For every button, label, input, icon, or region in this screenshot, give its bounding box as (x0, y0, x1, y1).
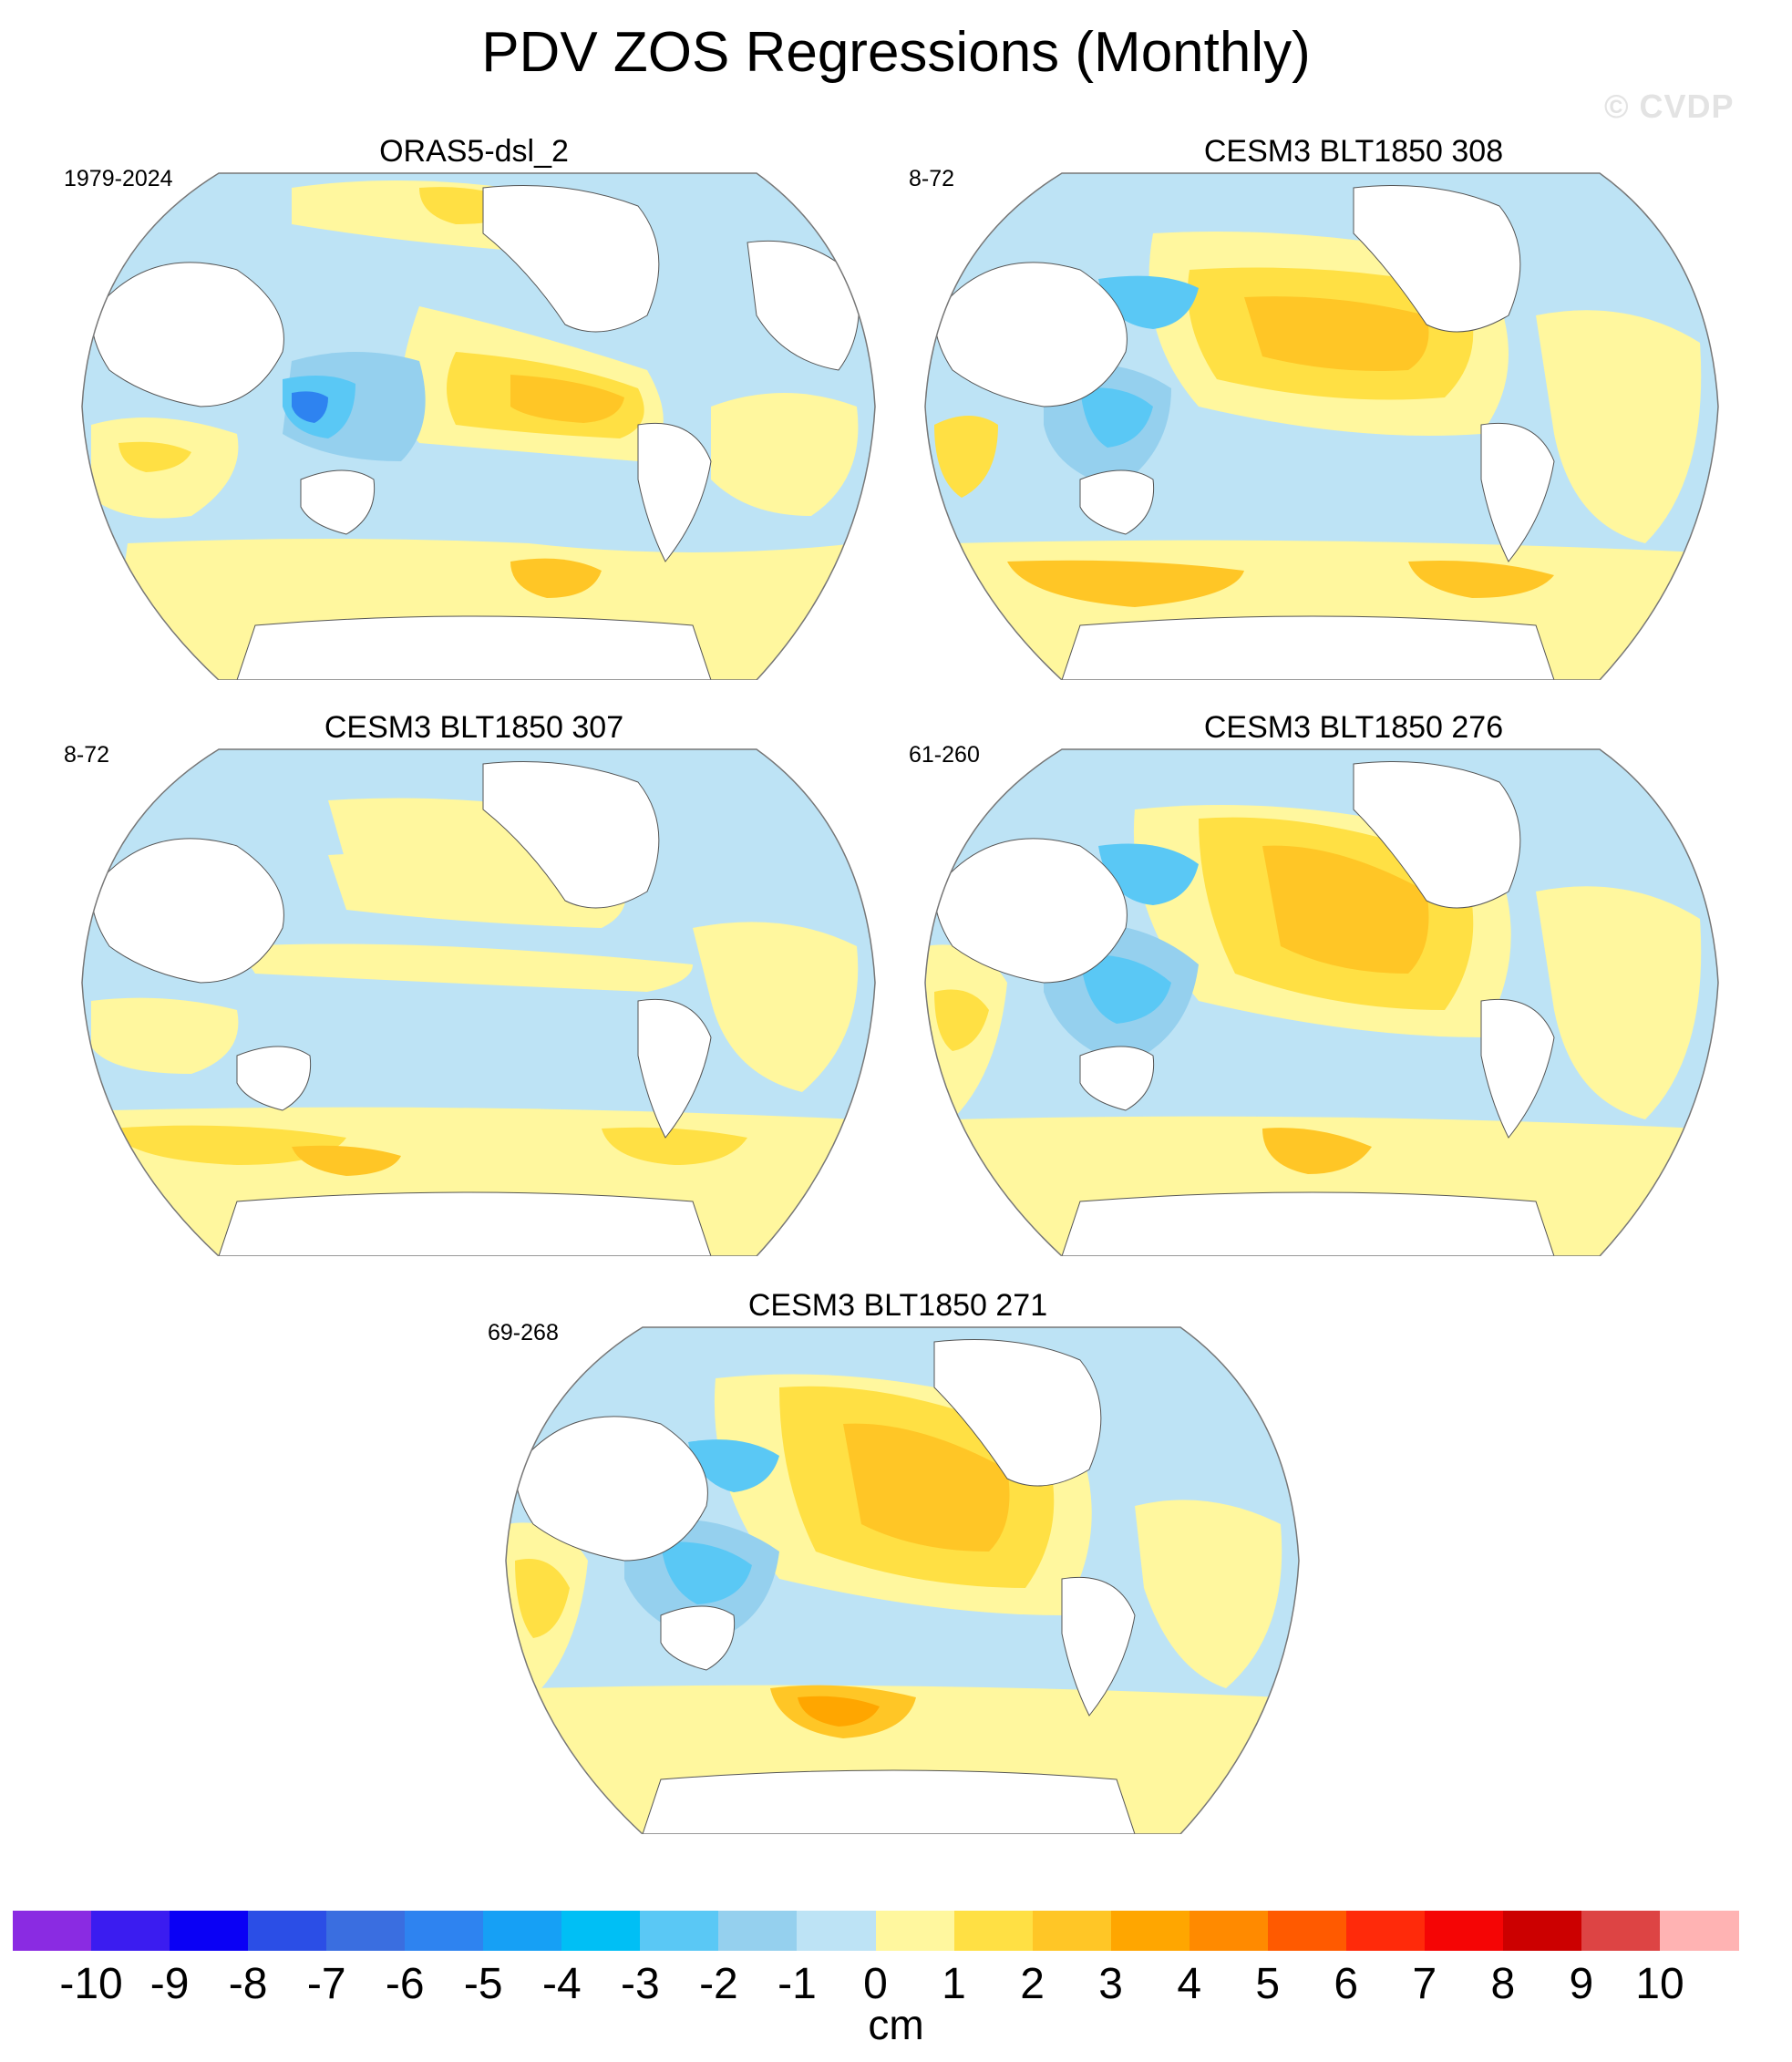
colorbar-box (1424, 1911, 1504, 1951)
colorbar-tick-label: -1 (778, 1960, 817, 2008)
colorbar-units: cm (868, 2001, 924, 2048)
colorbar-box (875, 1911, 955, 1951)
panel-period: 61-260 (909, 742, 980, 768)
colorbar-box (1502, 1911, 1582, 1951)
colorbar-tick-label: -7 (306, 1960, 346, 2008)
panel-period: 1979-2024 (64, 166, 173, 191)
colorbar-tick-label: -8 (228, 1960, 268, 2008)
panel-title: CESM3 BLT1850 276 (1203, 710, 1504, 745)
colorbar-tick-label: 0 (863, 1960, 888, 2008)
panel-period: 69-268 (488, 1320, 559, 1345)
colorbar-box (1267, 1911, 1347, 1951)
colorbar-box (1189, 1911, 1269, 1951)
panel-period: 8-72 (909, 166, 955, 191)
map-plot (924, 172, 1719, 680)
colorbar-box (326, 1911, 407, 1951)
panel-period: 8-72 (64, 742, 110, 768)
colorbar-tick-label: -4 (541, 1960, 582, 2008)
colorbar-tick-label: -3 (621, 1960, 660, 2008)
colorbar-tick-label: 4 (1177, 1960, 1202, 2008)
panel-title: CESM3 BLT1850 271 (747, 1288, 1048, 1323)
colorbar-tick-label: 9 (1569, 1960, 1594, 2008)
colorbar-box (640, 1911, 720, 1951)
colorbar-tick-label: -9 (149, 1960, 190, 2008)
colorbar-tick-label: -10 (59, 1960, 123, 2008)
colorbar-tick-label: 6 (1334, 1960, 1359, 2008)
colorbar-tick-label: -5 (463, 1960, 503, 2008)
colorbar-tick-label: 10 (1635, 1960, 1684, 2008)
figure-title: PDV ZOS Regressions (Monthly) (481, 21, 1311, 84)
colorbar-tick-label: 3 (1098, 1960, 1123, 2008)
colorbar-box (483, 1911, 563, 1951)
colorbar-box (1345, 1911, 1426, 1951)
panel-title: CESM3 BLT1850 308 (1203, 134, 1504, 169)
map-plot (924, 748, 1719, 1256)
map-panel-cesm3-271: CESM3 BLT1850 271 69-268 (479, 1287, 1317, 1834)
map-panel-cesm3-307: CESM3 BLT1850 307 8-72 (55, 709, 893, 1256)
map-plot (81, 172, 876, 680)
colorbar-box (405, 1911, 485, 1951)
panel-title: ORAS5-dsl_2 (379, 134, 569, 169)
colorbar-box (1110, 1911, 1190, 1951)
colorbar-tick-label: 1 (942, 1960, 966, 2008)
panel-title: CESM3 BLT1850 307 (324, 710, 624, 745)
colorbar-box (13, 1911, 92, 1951)
colorbar-tick-label: 7 (1412, 1960, 1437, 2008)
map-plot (81, 748, 876, 1256)
colorbar-box (561, 1911, 642, 1951)
colorbar-box (797, 1911, 877, 1951)
map-panel-oras5: ORAS5-dsl_2 1979-2024 (55, 133, 893, 680)
colorbar-box (91, 1911, 171, 1951)
colorbar-tick-label: -6 (385, 1960, 425, 2008)
map-panel-cesm3-308: CESM3 BLT1850 308 8-72 (898, 133, 1736, 680)
map-panel-cesm3-276: CESM3 BLT1850 276 61-260 (898, 709, 1736, 1256)
colorbar (13, 1911, 1739, 1951)
map-plot (505, 1326, 1300, 1834)
colorbar-tick-label: 8 (1490, 1960, 1516, 2008)
colorbar-tick-label: 5 (1255, 1960, 1281, 2008)
colorbar-tick-label: -2 (699, 1960, 738, 2008)
colorbar-box (1581, 1911, 1661, 1951)
colorbar-box (170, 1911, 250, 1951)
colorbar-tick-label: 2 (1020, 1960, 1045, 2008)
colorbar-box (248, 1911, 328, 1951)
colorbar-box (1659, 1911, 1739, 1951)
cvdp-watermark: © CVDP (1604, 88, 1735, 125)
colorbar-box (1032, 1911, 1112, 1951)
colorbar-box (953, 1911, 1034, 1951)
colorbar-box (718, 1911, 798, 1951)
